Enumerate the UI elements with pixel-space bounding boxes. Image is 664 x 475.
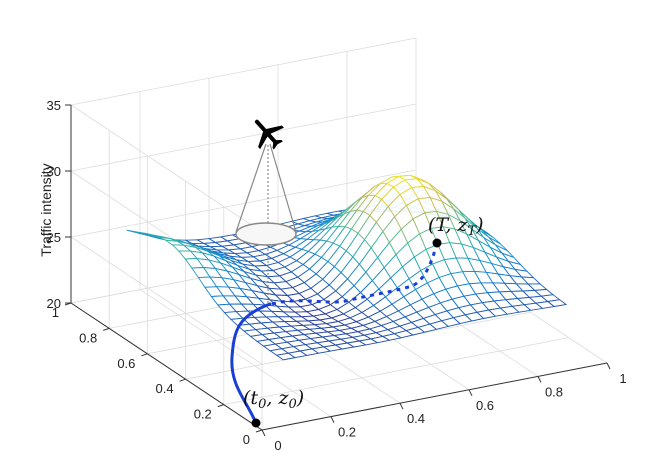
x-tick <box>261 429 266 437</box>
x-tick <box>537 376 542 383</box>
view-cone-footprint <box>235 222 297 246</box>
y-tick <box>141 353 148 357</box>
z-axis-label: Traffic intensity <box>38 163 54 256</box>
start-point-marker <box>251 418 261 428</box>
back-wall-gridline <box>70 169 417 238</box>
surface-cell <box>546 299 568 307</box>
floor-gridline <box>139 289 332 417</box>
y-tick <box>179 378 186 382</box>
x-tick <box>606 362 611 370</box>
end-point-label: (T, zT) <box>428 214 484 239</box>
side-wall-gridline <box>70 236 263 365</box>
y-tick <box>217 404 224 408</box>
y-tick-label: 0.2 <box>194 407 212 422</box>
x-tick-label: 1 <box>619 371 626 386</box>
x-tick <box>468 389 473 397</box>
x-tick-label: 0 <box>274 438 281 453</box>
z-tick-label: 35 <box>47 98 61 113</box>
x-tick-label: 0.2 <box>338 425 356 440</box>
side-wall-gridline <box>70 104 263 233</box>
y-tick-label: 0.4 <box>156 381 174 396</box>
y-tick <box>103 327 110 331</box>
back-wall-gridline <box>70 37 417 106</box>
traffic-surface <box>126 174 568 361</box>
x-tick-label: 0.8 <box>545 384 563 399</box>
trajectory-dashed <box>271 242 439 306</box>
floor-gridline <box>223 337 569 405</box>
z-tick-label: 30 <box>47 164 61 179</box>
y-tick-label: 1 <box>52 305 59 320</box>
y-tick <box>255 429 263 433</box>
end-point-marker <box>432 238 442 248</box>
y-tick-label: 0.8 <box>79 330 97 345</box>
view-cone-right <box>269 143 297 233</box>
trajectory-solid <box>230 302 272 425</box>
y-tick-label: 0.6 <box>117 356 135 371</box>
x-tick <box>399 402 404 410</box>
y-axis-line <box>70 302 263 431</box>
back-wall-gridline <box>70 103 417 172</box>
x-axis-line <box>261 362 608 431</box>
view-cone-left <box>235 143 267 233</box>
z-tick-label: 20 <box>47 296 61 311</box>
y-tick-label: 0 <box>243 432 250 447</box>
x-tick-label: 0.6 <box>476 398 494 413</box>
x-tick-label: 0.4 <box>407 411 425 426</box>
x-tick <box>330 416 335 423</box>
airplane-icon <box>254 119 284 150</box>
z-tick-label: 25 <box>47 230 61 245</box>
